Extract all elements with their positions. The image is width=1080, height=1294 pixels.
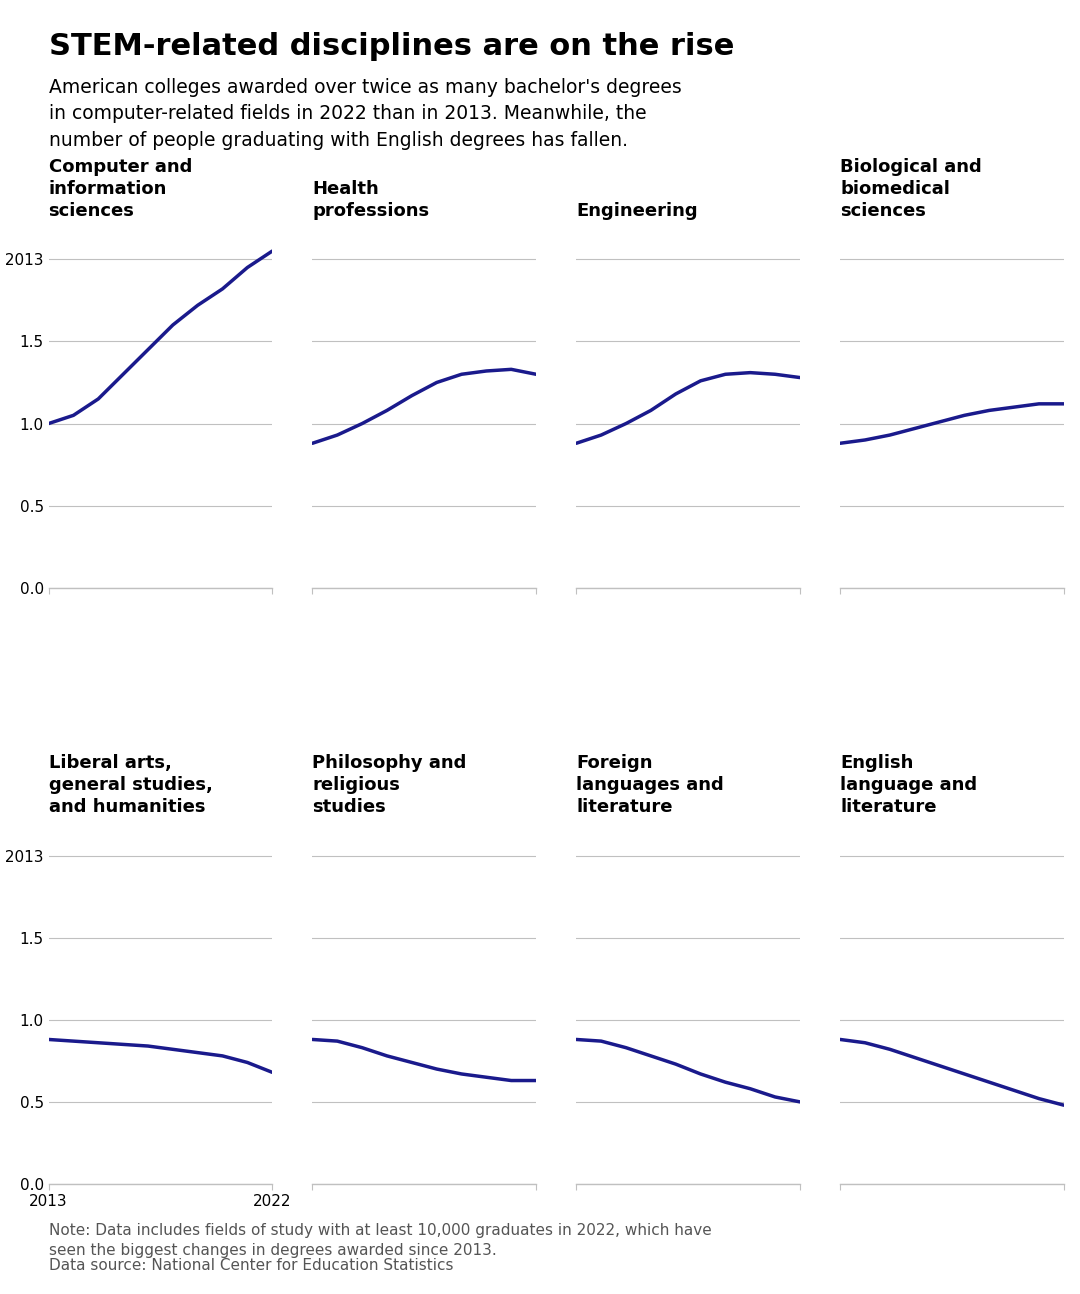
Text: American colleges awarded over twice as many bachelor's degrees
in computer-rela: American colleges awarded over twice as …: [49, 78, 681, 150]
Text: Biological and
biomedical
sciences: Biological and biomedical sciences: [840, 158, 982, 220]
Text: Philosophy and
religious
studies: Philosophy and religious studies: [312, 754, 467, 817]
Text: Foreign
languages and
literature: Foreign languages and literature: [577, 754, 724, 817]
Text: Health
professions: Health professions: [312, 180, 430, 220]
Text: Liberal arts,
general studies,
and humanities: Liberal arts, general studies, and human…: [49, 754, 213, 817]
Text: English
language and
literature: English language and literature: [840, 754, 977, 817]
Text: STEM-related disciplines are on the rise: STEM-related disciplines are on the rise: [49, 32, 734, 61]
Text: Computer and
information
sciences: Computer and information sciences: [49, 158, 192, 220]
Text: Engineering: Engineering: [577, 202, 698, 220]
Text: Note: Data includes fields of study with at least 10,000 graduates in 2022, whic: Note: Data includes fields of study with…: [49, 1223, 712, 1258]
Text: Data source: National Center for Education Statistics: Data source: National Center for Educati…: [49, 1258, 454, 1273]
